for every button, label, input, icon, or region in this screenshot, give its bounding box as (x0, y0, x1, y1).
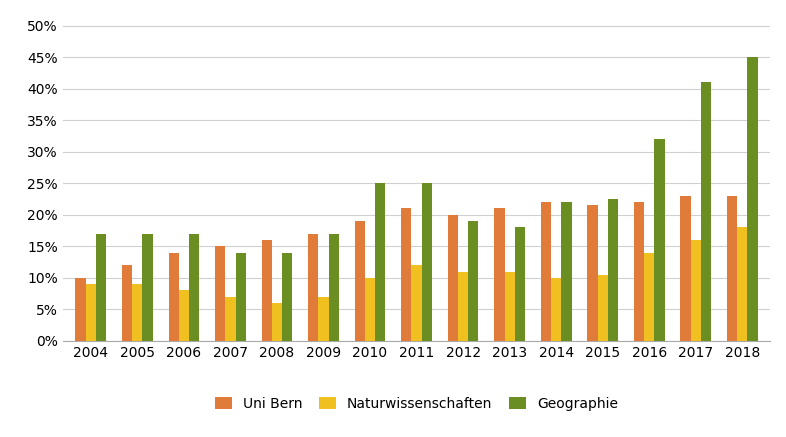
Bar (178, 291, 189, 341)
Bar (75, 278, 86, 341)
Bar (681, 196, 691, 341)
Bar (505, 271, 515, 341)
Bar (189, 234, 199, 341)
Bar (691, 240, 701, 341)
Bar (329, 234, 339, 341)
Bar (422, 183, 432, 341)
Bar (727, 196, 737, 341)
Bar (86, 284, 96, 341)
Bar (541, 202, 551, 341)
Bar (365, 278, 375, 341)
Bar (375, 183, 385, 341)
Bar (262, 240, 272, 341)
Bar (96, 234, 106, 341)
Bar (401, 208, 411, 341)
Bar (587, 205, 597, 341)
Bar (597, 275, 608, 341)
Bar (122, 265, 132, 341)
Bar (282, 253, 292, 341)
Bar (226, 297, 236, 341)
Bar (701, 83, 711, 341)
Bar (215, 246, 226, 341)
Bar (411, 265, 422, 341)
Bar (458, 271, 468, 341)
Bar (645, 253, 655, 341)
Bar (236, 253, 246, 341)
Bar (132, 284, 142, 341)
Bar (561, 202, 571, 341)
Legend: Uni Bern, Naturwissenschaften, Geographie: Uni Bern, Naturwissenschaften, Geographi… (215, 397, 618, 411)
Bar (308, 234, 318, 341)
Bar (634, 202, 645, 341)
Bar (168, 253, 178, 341)
Bar (272, 303, 282, 341)
Bar (354, 221, 365, 341)
Bar (737, 227, 747, 341)
Bar (655, 139, 665, 341)
Bar (318, 297, 329, 341)
Bar (747, 57, 758, 341)
Bar (494, 208, 505, 341)
Bar (142, 234, 152, 341)
Bar (448, 215, 458, 341)
Bar (551, 278, 561, 341)
Bar (468, 221, 479, 341)
Bar (608, 199, 618, 341)
Bar (515, 227, 525, 341)
